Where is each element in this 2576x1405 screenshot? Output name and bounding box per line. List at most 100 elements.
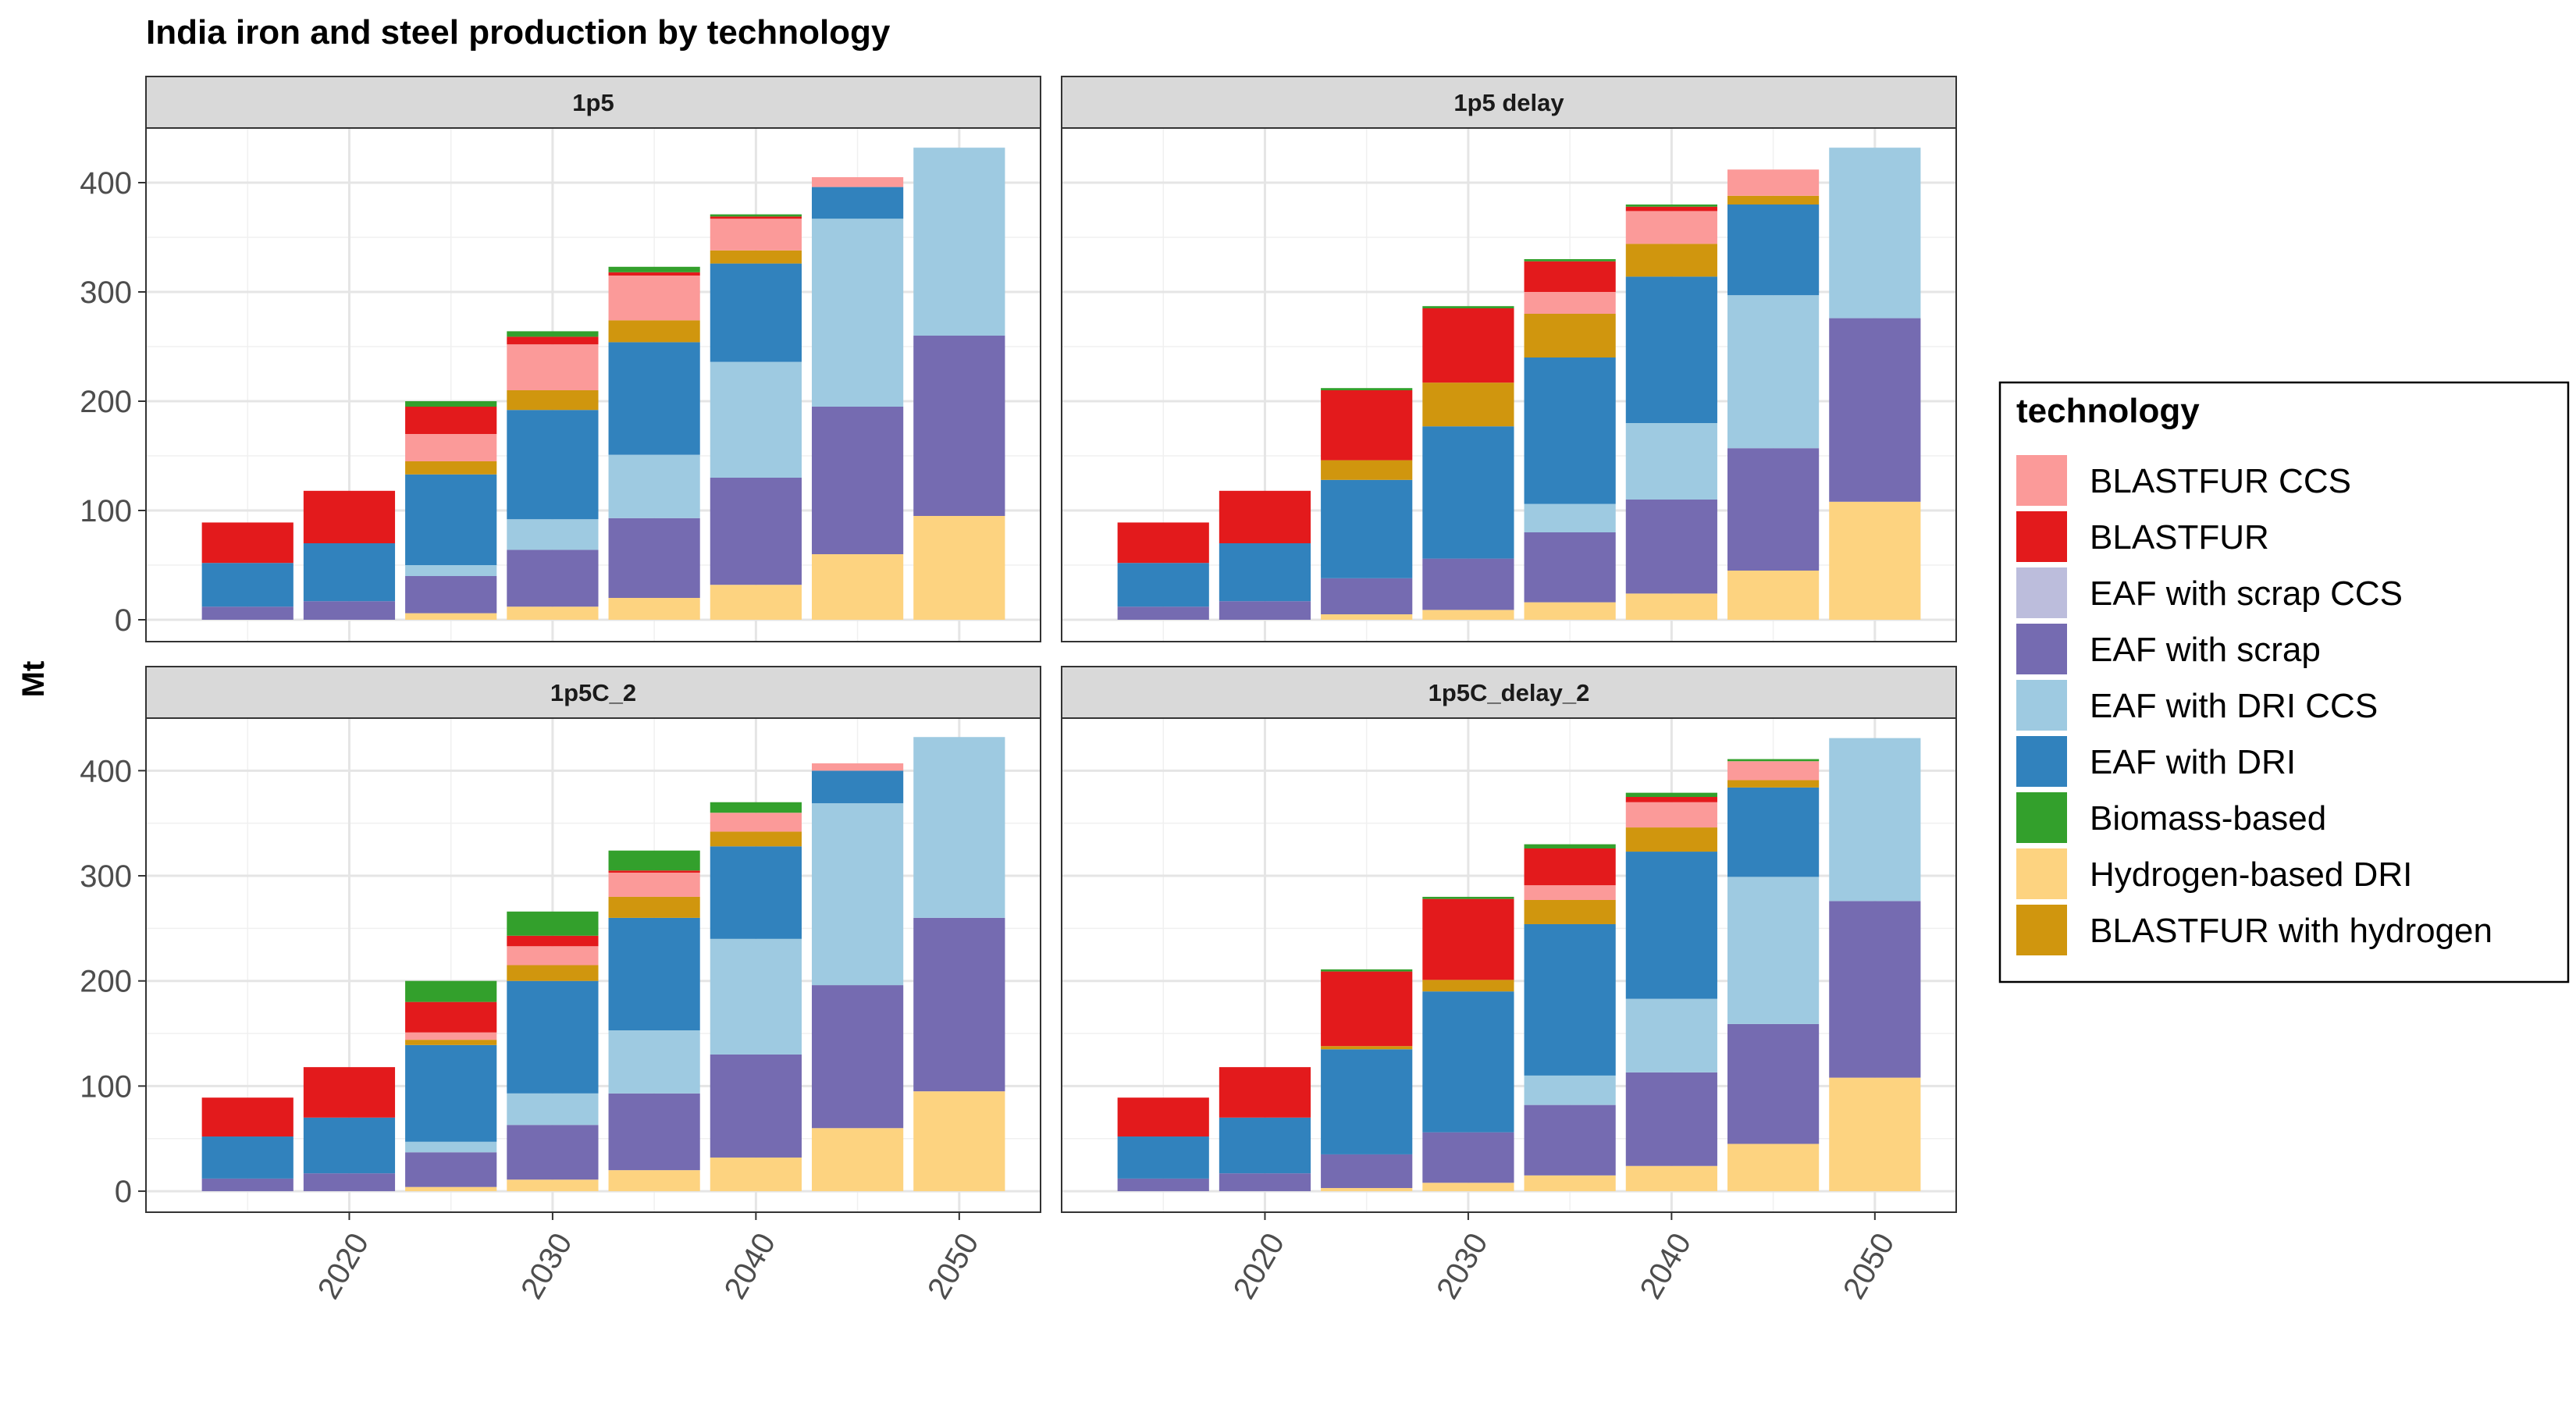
legend-label-hydrogen-based-dri: Hydrogen-based DRI	[2090, 855, 2412, 894]
bar-segment-1p5-2040-blastfur-ccs	[710, 219, 802, 251]
bar-segment-1p5c-2-2025-eaf-with-dri-ccs	[405, 1141, 497, 1153]
bar-segment-1p5-2035-blastfur-ccs	[608, 276, 700, 321]
bar-segment-1p5c-2-2030-eaf-with-dri-ccs	[507, 1093, 599, 1126]
bar-segment-1p5c-delay-2-2025-hydrogen-based-dri	[1321, 1188, 1413, 1192]
bar-segment-1p5-delay-2025-blastfur-with-hydrogen	[1321, 460, 1413, 480]
bar-segment-1p5-delay-2045-eaf-with-scrap	[1727, 448, 1820, 571]
bar-segment-1p5c-delay-2-2030-eaf-with-dri	[1422, 991, 1514, 1133]
bar-segment-1p5-2025-blastfur	[405, 407, 497, 434]
bar-segment-1p5c-delay-2-2020-blastfur	[1219, 1067, 1311, 1118]
bar-segment-1p5-2020-eaf-with-scrap	[303, 601, 396, 620]
bar-segment-1p5-delay-2030-hydrogen-based-dri	[1422, 610, 1514, 620]
bar-segment-1p5c-delay-2-2040-hydrogen-based-dri	[1625, 1165, 1717, 1192]
bar-segment-1p5c-delay-2-2020-eaf-with-dri	[1219, 1117, 1311, 1174]
legend-swatch-eaf-with-dri-ccs	[2016, 680, 2067, 731]
bar-segment-1p5c-2-2035-eaf-with-dri-ccs	[608, 1030, 700, 1094]
bar-segment-1p5-delay-2045-hydrogen-based-dri	[1727, 571, 1820, 620]
legend-swatch-eaf-with-dri	[2016, 736, 2067, 787]
y-tick-label: 300	[80, 859, 132, 894]
bar-segment-1p5c-2-2045-blastfur-ccs	[811, 763, 904, 771]
bar-segment-1p5c-2-2040-eaf-with-scrap	[710, 1054, 802, 1158]
bar-segment-1p5c-delay-2-2050-hydrogen-based-dri	[1829, 1077, 1921, 1192]
bar-segment-1p5-delay-2020-eaf-with-scrap	[1219, 601, 1311, 620]
bar-segment-1p5c-2-2040-eaf-with-dri	[710, 846, 802, 939]
bar-segment-1p5-delay-2045-blastfur-with-hydrogen	[1727, 195, 1820, 205]
bar-segment-1p5c-delay-2-2035-biomass-based	[1524, 844, 1616, 849]
bar-segment-1p5c-2-2035-biomass-based	[608, 850, 700, 871]
bar-segment-1p5c-2-2025-eaf-with-scrap	[405, 1152, 497, 1187]
bar-segment-1p5-2020-blastfur	[303, 490, 396, 543]
bar-segment-1p5-delay-2025-eaf-with-dri	[1321, 479, 1413, 578]
bar-segment-1p5-delay-2040-eaf-with-dri	[1625, 276, 1717, 423]
bar-segment-1p5c-delay-2-2045-eaf-with-scrap	[1727, 1023, 1820, 1144]
bar-segment-1p5c-2-2025-blastfur-with-hydrogen	[405, 1040, 497, 1045]
bar-segment-1p5-delay-2045-eaf-with-dri	[1727, 205, 1820, 296]
legend-label-blastfur-with-hydrogen: BLASTFUR with hydrogen	[2090, 912, 2492, 950]
bar-segment-1p5-delay-2050-hydrogen-based-dri	[1829, 501, 1921, 620]
bar-segment-1p5-2030-biomass-based	[507, 331, 599, 337]
chart-title: India iron and steel production by techn…	[146, 13, 891, 52]
bar-segment-1p5-delay-2015-eaf-with-scrap	[1117, 606, 1209, 620]
bar-segment-1p5c-2-2035-blastfur-ccs	[608, 872, 700, 897]
bar-segment-1p5-2035-eaf-with-dri	[608, 342, 700, 455]
bar-segment-1p5-delay-2025-biomass-based	[1321, 388, 1413, 390]
x-tick-label: 2040	[718, 1228, 783, 1305]
bar-segment-1p5c-delay-2-2030-blastfur	[1422, 898, 1514, 980]
bar-segment-1p5-2025-blastfur-ccs	[405, 434, 497, 461]
bar-segment-1p5c-2-2040-blastfur-ccs	[710, 813, 802, 832]
panel-1p5-delay: 1p5 delay	[1061, 76, 1957, 642]
bar-segment-1p5c-delay-2-2035-blastfur-with-hydrogen	[1524, 899, 1616, 924]
bar-segment-1p5c-2-2040-biomass-based	[710, 802, 802, 813]
legend-swatch-blastfur-ccs	[2016, 455, 2067, 506]
bar-segment-1p5-2025-eaf-with-scrap	[405, 576, 497, 614]
bar-segment-1p5-delay-2025-eaf-with-scrap	[1321, 578, 1413, 614]
bar-segment-1p5c-2-2020-blastfur	[303, 1067, 396, 1118]
bar-segment-1p5-2035-hydrogen-based-dri	[608, 598, 700, 620]
bar-segment-1p5-delay-2050-eaf-with-dri-ccs	[1829, 148, 1921, 318]
bar-segment-1p5-delay-2040-blastfur	[1625, 206, 1717, 212]
strip-1p5c-2	[145, 666, 1041, 719]
bar-segment-1p5-2035-eaf-with-dri-ccs	[608, 454, 700, 518]
bar-segment-1p5c-delay-2-2045-eaf-with-dri-ccs	[1727, 877, 1820, 1024]
legend-label-biomass-based: Biomass-based	[2090, 799, 2326, 838]
bar-segment-1p5-delay-2030-eaf-with-scrap	[1422, 558, 1514, 610]
bar-segment-1p5-delay-2030-blastfur-with-hydrogen	[1422, 382, 1514, 427]
bar-segment-1p5c-delay-2-2030-eaf-with-scrap	[1422, 1132, 1514, 1183]
legend-label-eaf-with-scrap-ccs: EAF with scrap CCS	[2090, 574, 2403, 613]
panel-border	[145, 127, 1041, 642]
bar-segment-1p5c-delay-2-2015-blastfur	[1117, 1097, 1209, 1137]
bar-segment-1p5-2015-eaf-with-dri	[201, 563, 294, 607]
bar-segment-1p5-delay-2040-eaf-with-scrap	[1625, 500, 1717, 594]
bar-segment-1p5-2030-eaf-with-dri-ccs	[507, 519, 599, 550]
bar-segment-1p5c-delay-2-2045-blastfur-with-hydrogen	[1727, 780, 1820, 788]
strip-label-1p5-delay: 1p5 delay	[1453, 89, 1564, 116]
bar-segment-1p5c-delay-2-2025-eaf-with-scrap	[1321, 1154, 1413, 1189]
x-tick-label: 2050	[1837, 1228, 1902, 1305]
x-tick-label: 2050	[921, 1228, 986, 1305]
bar-segment-1p5-delay-2045-blastfur-ccs	[1727, 169, 1820, 196]
bar-segment-1p5c-2-2030-biomass-based	[507, 911, 599, 936]
bar-segment-1p5-2040-hydrogen-based-dri	[710, 585, 802, 620]
bar-segment-1p5c-2-2030-blastfur-with-hydrogen	[507, 965, 599, 981]
bar-segment-1p5c-2-2030-blastfur	[507, 935, 599, 947]
bar-segment-1p5-2040-blastfur	[710, 216, 802, 219]
y-tick-label: 200	[80, 965, 132, 999]
bar-segment-1p5-delay-2030-eaf-with-dri	[1422, 426, 1514, 559]
bar-segment-1p5-2045-eaf-with-scrap	[811, 407, 904, 554]
bar-segment-1p5c-2-2030-hydrogen-based-dri	[507, 1179, 599, 1192]
bar-segment-1p5c-delay-2-2035-eaf-with-dri-ccs	[1524, 1075, 1616, 1105]
bar-segment-1p5-2040-biomass-based	[710, 214, 802, 217]
legend-swatch-blastfur	[2016, 511, 2067, 562]
y-tick-label: 100	[80, 1069, 132, 1104]
bar-segment-1p5-delay-2040-biomass-based	[1625, 205, 1717, 207]
bar-segment-1p5-delay-2015-eaf-with-dri	[1117, 563, 1209, 607]
bar-segment-1p5c-delay-2-2015-eaf-with-scrap	[1117, 1178, 1209, 1192]
legend-title: technology	[2016, 392, 2200, 430]
bar-segment-1p5c-delay-2-2030-blastfur-with-hydrogen	[1422, 980, 1514, 992]
bar-segment-1p5-delay-2035-biomass-based	[1524, 259, 1616, 261]
bar-segment-1p5-2035-blastfur-with-hydrogen	[608, 320, 700, 343]
x-tick-label: 2040	[1634, 1228, 1699, 1305]
legend-label-blastfur: BLASTFUR	[2090, 518, 2269, 557]
bar-segment-1p5c-2-2035-eaf-with-dri	[608, 917, 700, 1031]
x-tick-label: 2030	[1430, 1228, 1495, 1305]
